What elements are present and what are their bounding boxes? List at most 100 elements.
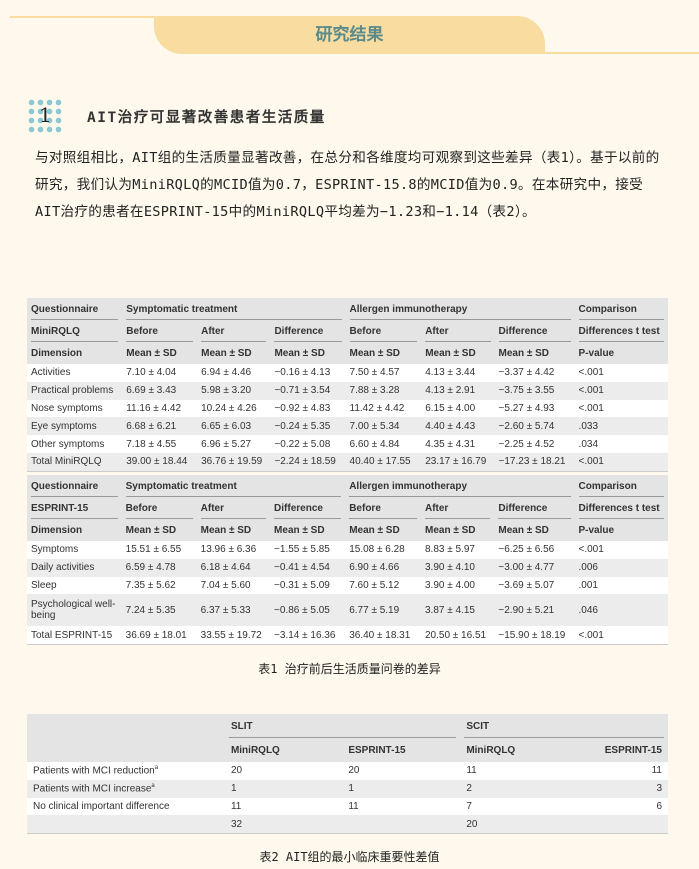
cell-value: 36.69 ± 18.01 (121, 626, 197, 646)
cell-value: 36.40 ± 18.31 (345, 626, 421, 646)
header-row: Questionnaire Symptomatic treatment Allerg… (27, 298, 668, 320)
cell-value: −3.00 ± 4.77 (494, 558, 575, 577)
unit-header: Mean ± SD (345, 519, 421, 541)
cell-value: −0.41 ± 4.54 (270, 558, 346, 577)
cell-value: −2.90 ± 5.21 (494, 594, 575, 627)
cell-value: 6.15 ± 4.00 (421, 399, 495, 418)
header-row: MiniRQLQ ESPRINT-15 MiniRQLQ ESPRINT-15 (27, 738, 668, 762)
cell-value: 7.60 ± 5.12 (345, 576, 421, 595)
group-header: Questionnaire (27, 475, 122, 497)
section-number: 1 (39, 103, 52, 127)
dots-decoration-icon (27, 98, 63, 134)
cell-value: 1 (342, 779, 461, 798)
cell-value (577, 815, 668, 835)
cell-value: 3.90 ± 4.00 (420, 576, 495, 595)
unit-header: Mean ± SD (494, 342, 575, 364)
cell-value: 4.13 ± 2.91 (421, 381, 495, 400)
cell-value: 1 (224, 779, 343, 798)
table-row: Patients with MCI reductiona 20 20 11 11 (27, 762, 668, 780)
cell-value: .033 (574, 417, 668, 436)
cell-value: 4.13 ± 3.44 (421, 364, 495, 382)
row-label: Patients with MCI reductiona (27, 762, 225, 780)
row-label: No clinical important difference (27, 797, 225, 816)
cell-value: .034 (574, 435, 668, 453)
cell-value: 7.35 ± 5.62 (121, 576, 197, 595)
column-header: Difference (494, 320, 575, 342)
cell-value: <.001 (574, 399, 668, 418)
table-row: Sleep 7.35 ± 5.62 7.04 ± 5.60 −0.31 ± 5.09 7… (27, 576, 668, 595)
unit-header: P-value (574, 342, 668, 364)
cell-value: 6.60 ± 4.84 (345, 435, 422, 453)
column-header: Before (345, 497, 421, 519)
cell-value: 33.55 ± 19.72 (196, 626, 271, 646)
table-row: Other symptoms 7.18 ± 4.55 6.96 ± 5.27 −0.2… (27, 435, 668, 453)
cell-value: <.001 (574, 626, 668, 646)
column-header: MiniRQLQ (27, 320, 123, 342)
cell-value: −3.37 ± 4.42 (494, 364, 575, 382)
cell-value: 3.87 ± 4.15 (420, 594, 495, 627)
cell-value: −2.24 ± 18.59 (270, 452, 346, 472)
cell-value: <.001 (574, 364, 668, 382)
cell-value: 6.37 ± 5.33 (196, 594, 271, 627)
unit-header: Mean ± SD (494, 519, 575, 541)
column-header (27, 738, 225, 762)
cell-value: −3.75 ± 3.55 (494, 381, 575, 400)
cell-value: 3.90 ± 4.10 (420, 558, 495, 577)
row-label: Nose symptoms (27, 399, 123, 418)
column-header: Difference (494, 497, 575, 519)
cell-value: −3.69 ± 5.07 (494, 576, 575, 595)
group-header: Symptomatic treatment (121, 475, 346, 497)
unit-header: P-value (574, 519, 668, 541)
group-header: Symptomatic treatment (122, 298, 346, 320)
column-header: After (420, 497, 495, 519)
table1-esprint: Questionnaire Symptomatic treatment Allerg… (27, 475, 668, 646)
group-header: Comparison (574, 475, 668, 497)
cell-value: 15.51 ± 6.55 (121, 541, 197, 559)
header-row: ESPRINT-15 Before After Difference Before Aft… (27, 497, 668, 519)
cell-value: .006 (574, 558, 668, 577)
cell-value: −0.16 ± 4.13 (270, 364, 346, 382)
cell-value: 11 (577, 762, 668, 780)
table1-caption: 表1 治疗前后生活质量问卷的差异 (258, 662, 441, 676)
cell-value: 6.77 ± 5.19 (345, 594, 421, 627)
column-header: Difference (270, 497, 346, 519)
row-label: Other symptoms (27, 435, 123, 453)
column-header: MiniRQLQ (224, 738, 343, 762)
body-paragraph: 与对照组相比，AIT组的生活质量显著改善，在总分和各维度均可观察到这些差异（表1… (35, 150, 660, 220)
table-row: 32 20 (27, 815, 668, 835)
cell-value: 3 (577, 779, 668, 798)
cell-value: 20 (224, 762, 343, 780)
cell-value: −0.24 ± 5.35 (270, 417, 346, 436)
cell-value: 6.18 ± 4.64 (196, 558, 271, 577)
unit-header: Mean ± SD (197, 342, 271, 364)
header-row: Dimension Mean ± SD Mean ± SD Mean ± SD Mean… (27, 519, 668, 541)
cell-value: 23.17 ± 16.79 (421, 452, 495, 472)
banner-title: 研究结果 (315, 25, 384, 45)
section-title: AIT治疗可显著改善患者生活质量 (87, 110, 326, 126)
cell-value: 2 (460, 779, 578, 798)
table-row: Practical problems 6.69 ± 3.43 5.98 ± 3.20… (27, 381, 668, 400)
banner-rule-right (545, 52, 699, 54)
cell-value: 11.16 ± 4.42 (122, 399, 198, 418)
cell-value: −2.60 ± 5.74 (494, 417, 575, 436)
cell-value: 7.00 ± 5.34 (345, 417, 422, 436)
cell-value: 6.90 ± 4.66 (345, 558, 421, 577)
cell-value: −0.31 ± 5.09 (270, 576, 346, 595)
group-header: Allergen immunotherapy (345, 298, 575, 320)
table-row: Activities 7.10 ± 4.04 6.94 ± 4.46 −0.16 ± … (27, 364, 668, 382)
column-header: After (197, 320, 271, 342)
column-header: ESPRINT-15 (27, 497, 122, 519)
row-label: Total ESPRINT-15 (27, 626, 122, 646)
cell-value: 20 (460, 815, 578, 835)
header-row: SLIT SCIT (27, 714, 668, 738)
table-row: Patients with MCI increasea 1 1 2 3 (27, 779, 668, 798)
table2-mcid: SLIT SCIT MiniRQLQ ESPRINT-15 MiniRQLQ ESPRIN… (27, 714, 668, 835)
cell-value: 6.59 ± 4.78 (121, 558, 197, 577)
cell-value: 13.96 ± 6.36 (196, 541, 271, 559)
cell-value: 20.50 ± 16.51 (420, 626, 495, 646)
unit-header: Mean ± SD (345, 342, 422, 364)
unit-header: Mean ± SD (270, 519, 346, 541)
column-header: Difference (270, 320, 346, 342)
row-label (27, 815, 225, 835)
column-header: Before (345, 320, 422, 342)
